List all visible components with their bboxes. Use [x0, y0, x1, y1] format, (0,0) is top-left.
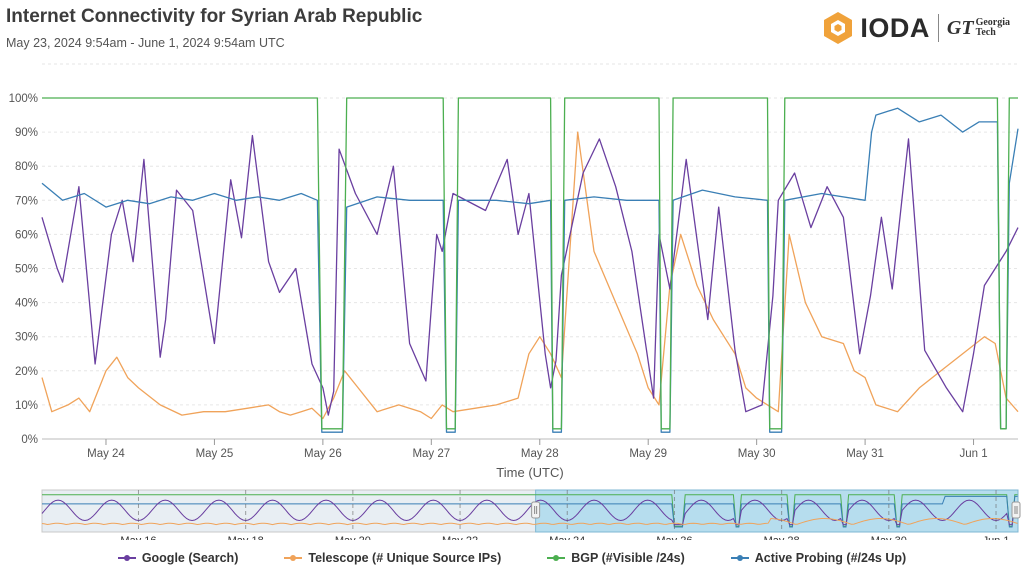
page-title: Internet Connectivity for Syrian Arab Re… — [6, 6, 423, 27]
y-tick-label: 20% — [15, 366, 38, 378]
x-tick-label: May 27 — [412, 448, 450, 460]
logo-group[interactable]: IODA GT Georgia Tech — [822, 10, 1010, 46]
range-navigator[interactable]: May 16 May 18 May 20 May 22 May 24 May 26 May … — [41, 489, 1021, 540]
legend-label-probing: Active Probing (#/24s Up) — [754, 551, 907, 565]
navigator-tick-label: Jun 1 — [983, 535, 1010, 540]
navigator-tick-label: May 30 — [871, 535, 907, 540]
navigator-tick-label: May 28 — [764, 535, 800, 540]
navigator-tick-label: May 26 — [656, 535, 692, 540]
x-tick-label: May 24 — [87, 448, 125, 460]
x-tick-label: Jun 1 — [959, 448, 987, 460]
x-tick-label: May 29 — [629, 448, 667, 460]
ioda-hexagon-icon — [824, 12, 853, 44]
x-tick-label: May 25 — [196, 448, 234, 460]
x-tick-label: May 28 — [521, 448, 559, 460]
gt-wordmark: Georgia Tech — [976, 18, 1010, 38]
legend-label-telescope: Telescope (# Unique Source IPs) — [308, 551, 502, 565]
x-tick-label: May 31 — [846, 448, 884, 460]
navigator-tick-label: May 18 — [228, 535, 264, 540]
grid-lines — [42, 63, 1018, 440]
navigator-handle-right[interactable] — [1011, 501, 1021, 519]
x-tick-label: May 26 — [304, 448, 342, 460]
gt-mark: GT — [946, 16, 974, 39]
legend-symbol-bgp — [547, 553, 566, 563]
mini-series-bgp — [42, 494, 1018, 527]
connectivity-chart[interactable]: 0% 10% 20% 30% 40% 50% 60% 70% 80% 90% 100% May 24… — [0, 60, 1024, 540]
y-tick-label: 0% — [21, 434, 38, 446]
y-tick-label: 30% — [15, 332, 38, 344]
navigator-tick-label: May 24 — [549, 535, 585, 540]
legend-symbol-google — [117, 553, 136, 563]
mini-series-google — [41, 499, 1018, 526]
y-tick-label: 50% — [15, 264, 38, 276]
series-line-bgp — [42, 97, 1018, 430]
mini-series-telescope — [41, 517, 1018, 526]
chart-legend: Google (Search) Telescope (# Unique Sour… — [0, 551, 1024, 565]
navigator-tick-label: May 20 — [335, 535, 371, 540]
gt-line2: Tech — [975, 27, 996, 38]
date-range-subtitle: May 23, 2024 9:54am - June 1, 2024 9:54a… — [6, 36, 285, 50]
navigator-tick-label: May 16 — [120, 535, 156, 540]
y-tick-label: 40% — [15, 298, 38, 310]
legend-symbol-telescope — [284, 553, 303, 563]
legend-item-bgp[interactable]: BGP (#Visible /24s) — [547, 551, 685, 565]
ioda-brand: IODA — [860, 12, 930, 43]
y-tick-label: 60% — [15, 229, 38, 241]
plot-area — [41, 97, 1019, 433]
legend-symbol-probing — [730, 553, 749, 563]
gt-line1: Georgia — [975, 17, 1010, 28]
y-tick-label: 70% — [15, 195, 38, 207]
series-line-google — [41, 134, 1019, 416]
navigator-tick-label: May 22 — [442, 535, 478, 540]
x-axis-label: Time (UTC) — [496, 465, 563, 480]
legend-label-bgp: BGP (#Visible /24s) — [571, 551, 685, 565]
legend-item-telescope[interactable]: Telescope (# Unique Source IPs) — [284, 551, 501, 565]
y-tick-label: 90% — [15, 127, 38, 139]
legend-item-google[interactable]: Google (Search) — [117, 551, 239, 565]
legend-item-probing[interactable]: Active Probing (#/24s Up) — [730, 551, 907, 565]
legend-label-google: Google (Search) — [141, 551, 239, 565]
y-tick-label: 80% — [15, 161, 38, 173]
x-tick-label: May 30 — [738, 448, 776, 460]
logo-divider — [937, 14, 939, 42]
navigator-handle-left[interactable] — [531, 501, 541, 519]
series-line-probing — [41, 107, 1019, 433]
y-tick-label: 10% — [15, 400, 38, 412]
series-line-telescope — [41, 131, 1019, 420]
x-axis: May 24 May 25 May 26 May 27 May 28 May 29 May … — [87, 439, 988, 460]
y-tick-label: 100% — [9, 93, 38, 105]
y-axis: 0% 10% 20% 30% 40% 50% 60% 70% 80% 90% 100% — [9, 93, 38, 446]
